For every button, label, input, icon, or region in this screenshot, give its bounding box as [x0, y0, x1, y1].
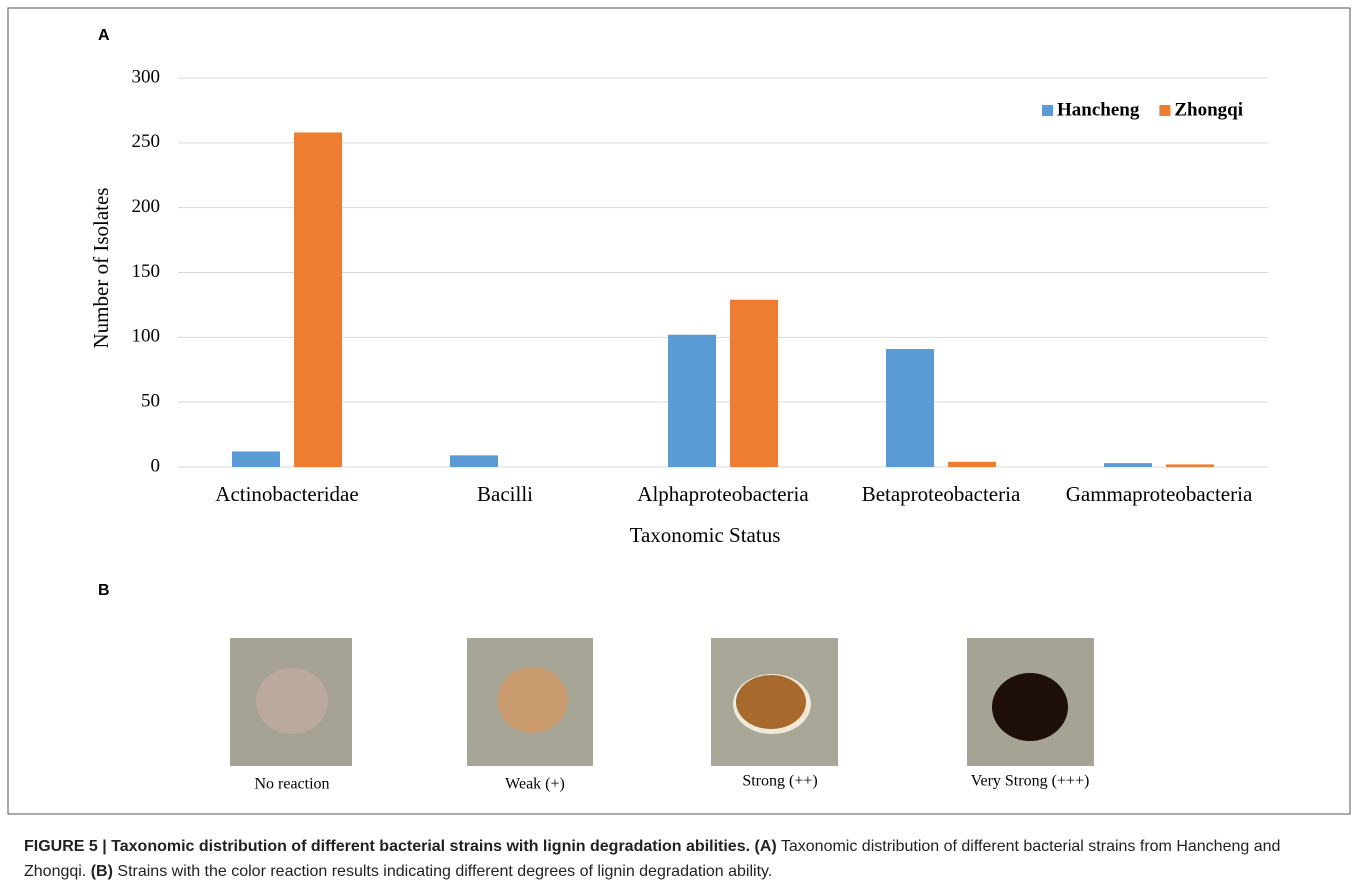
bar: [232, 451, 280, 467]
image-label: Weak (+): [505, 776, 565, 793]
photo: [230, 638, 352, 766]
y-tick-label: 200: [132, 196, 161, 217]
image-label: Strong (++): [742, 773, 817, 790]
y-tick-label: 300: [132, 66, 161, 87]
bar: [450, 455, 498, 467]
panel-label: B: [98, 582, 110, 599]
x-axis-title: Taxonomic Status: [630, 523, 781, 547]
bar: [886, 349, 934, 467]
x-tick-label: Bacilli: [477, 482, 533, 506]
x-tick-label: Alphaproteobacteria: [637, 482, 809, 506]
legend-label: Hancheng: [1057, 99, 1140, 120]
bar: [294, 132, 342, 467]
caption: FIGURE 5 | Taxonomic distribution of dif…: [24, 834, 1344, 884]
y-tick-label: 250: [132, 131, 161, 152]
x-tick-label: Betaproteobacteria: [862, 482, 1021, 506]
y-tick-label: 0: [151, 455, 161, 476]
image-label: No reaction: [254, 776, 329, 793]
chart: A Taxonomic Status Number of Isolates B …: [0, 0, 1358, 820]
y-tick-label: 50: [141, 391, 160, 412]
y-axis-title: Number of Isolates: [89, 188, 113, 349]
legend-swatch: [1159, 105, 1170, 116]
y-tick-label: 150: [132, 261, 161, 282]
legend-label: Zhongqi: [1174, 99, 1243, 120]
caption-label: (B): [91, 863, 113, 880]
y-tick-label: 100: [132, 326, 161, 347]
bar: [730, 300, 778, 467]
photo: [967, 638, 1094, 766]
caption-label: (A): [755, 838, 777, 855]
panel-label: A: [98, 27, 110, 44]
image-label: Very Strong (+++): [971, 773, 1090, 790]
caption-title: FIGURE 5 | Taxonomic distribution of dif…: [24, 838, 750, 855]
photo: [467, 638, 593, 766]
figure: A Taxonomic Status Number of Isolates B …: [0, 0, 1358, 889]
bar: [668, 335, 716, 467]
bar: [1166, 464, 1214, 467]
bar: [948, 462, 996, 467]
x-tick-label: Gammaproteobacteria: [1066, 482, 1253, 506]
photo: [711, 638, 838, 766]
caption-text: Strains with the color reaction results …: [117, 863, 772, 880]
bar: [1104, 463, 1152, 467]
legend-swatch: [1042, 105, 1053, 116]
x-tick-label: Actinobacteridae: [215, 482, 358, 506]
